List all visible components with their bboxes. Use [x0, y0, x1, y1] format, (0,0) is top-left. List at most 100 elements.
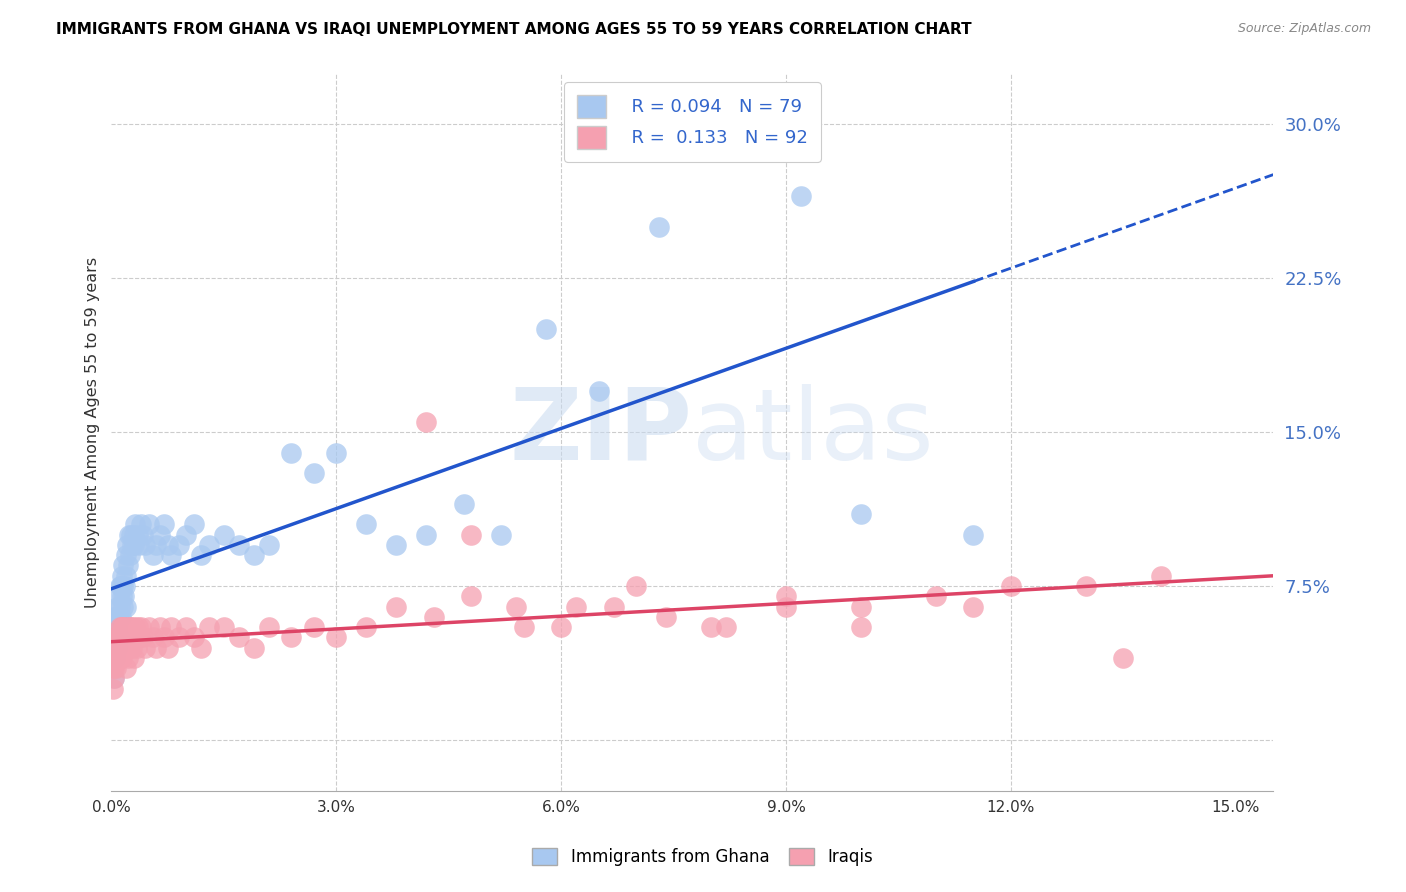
- Point: [131, 620, 153, 634]
- Point: [103, 661, 125, 675]
- Point: [212, 620, 235, 634]
- Point: [257, 620, 280, 634]
- Point: [107, 650, 129, 665]
- Point: [111, 650, 134, 665]
- Point: [103, 650, 125, 665]
- Point: [243, 548, 266, 562]
- Point: [167, 538, 190, 552]
- Point: [117, 558, 139, 573]
- Point: [849, 507, 872, 521]
- Point: [104, 630, 127, 644]
- Point: [107, 599, 129, 614]
- Point: [925, 589, 948, 603]
- Text: atlas: atlas: [692, 384, 934, 481]
- Point: [108, 589, 131, 603]
- Point: [190, 548, 212, 562]
- Point: [101, 661, 124, 675]
- Point: [104, 650, 127, 665]
- Point: [415, 527, 437, 541]
- Point: [115, 630, 138, 644]
- Point: [422, 609, 444, 624]
- Point: [356, 620, 378, 634]
- Point: [108, 609, 131, 624]
- Point: [103, 640, 125, 655]
- Point: [385, 538, 408, 552]
- Point: [118, 527, 141, 541]
- Point: [534, 322, 557, 336]
- Point: [105, 630, 128, 644]
- Point: [138, 517, 160, 532]
- Point: [104, 609, 127, 624]
- Point: [120, 527, 142, 541]
- Point: [111, 620, 134, 634]
- Text: Source: ZipAtlas.com: Source: ZipAtlas.com: [1237, 22, 1371, 36]
- Point: [849, 620, 872, 634]
- Point: [212, 527, 235, 541]
- Point: [325, 445, 347, 459]
- Point: [108, 630, 131, 644]
- Point: [105, 650, 128, 665]
- Legend:   R = 0.094   N = 79,   R =  0.133   N = 92: R = 0.094 N = 79, R = 0.133 N = 92: [564, 82, 821, 161]
- Point: [114, 620, 136, 634]
- Point: [775, 589, 797, 603]
- Point: [142, 548, 165, 562]
- Point: [280, 445, 302, 459]
- Point: [120, 620, 142, 634]
- Point: [145, 640, 167, 655]
- Point: [120, 630, 142, 644]
- Point: [103, 650, 125, 665]
- Point: [700, 620, 723, 634]
- Point: [132, 527, 155, 541]
- Point: [138, 620, 160, 634]
- Point: [153, 517, 176, 532]
- Point: [962, 527, 984, 541]
- Point: [122, 650, 145, 665]
- Point: [790, 189, 813, 203]
- Point: [198, 620, 221, 634]
- Point: [110, 630, 132, 644]
- Point: [160, 620, 183, 634]
- Point: [101, 650, 124, 665]
- Point: [460, 589, 482, 603]
- Point: [489, 527, 512, 541]
- Point: [104, 630, 127, 644]
- Point: [190, 640, 212, 655]
- Point: [624, 579, 647, 593]
- Point: [105, 620, 128, 634]
- Point: [167, 630, 190, 644]
- Point: [122, 527, 145, 541]
- Point: [110, 650, 132, 665]
- Point: [132, 630, 155, 644]
- Point: [962, 599, 984, 614]
- Point: [128, 538, 150, 552]
- Point: [453, 497, 475, 511]
- Text: IMMIGRANTS FROM GHANA VS IRAQI UNEMPLOYMENT AMONG AGES 55 TO 59 YEARS CORRELATIO: IMMIGRANTS FROM GHANA VS IRAQI UNEMPLOYM…: [56, 22, 972, 37]
- Point: [104, 630, 127, 644]
- Point: [103, 671, 125, 685]
- Point: [121, 620, 143, 634]
- Point: [505, 599, 527, 614]
- Point: [385, 599, 408, 614]
- Point: [105, 640, 128, 655]
- Point: [714, 620, 737, 634]
- Point: [588, 384, 610, 398]
- Point: [110, 579, 132, 593]
- Point: [111, 640, 134, 655]
- Point: [1150, 568, 1173, 582]
- Point: [107, 640, 129, 655]
- Point: [112, 630, 135, 644]
- Point: [107, 609, 129, 624]
- Point: [1112, 650, 1135, 665]
- Point: [257, 538, 280, 552]
- Point: [122, 630, 145, 644]
- Point: [198, 538, 221, 552]
- Point: [112, 589, 135, 603]
- Text: ZIP: ZIP: [509, 384, 692, 481]
- Point: [228, 630, 250, 644]
- Point: [124, 620, 146, 634]
- Y-axis label: Unemployment Among Ages 55 to 59 years: Unemployment Among Ages 55 to 59 years: [86, 257, 100, 607]
- Point: [110, 599, 132, 614]
- Point: [110, 620, 132, 634]
- Point: [325, 630, 347, 644]
- Point: [104, 650, 127, 665]
